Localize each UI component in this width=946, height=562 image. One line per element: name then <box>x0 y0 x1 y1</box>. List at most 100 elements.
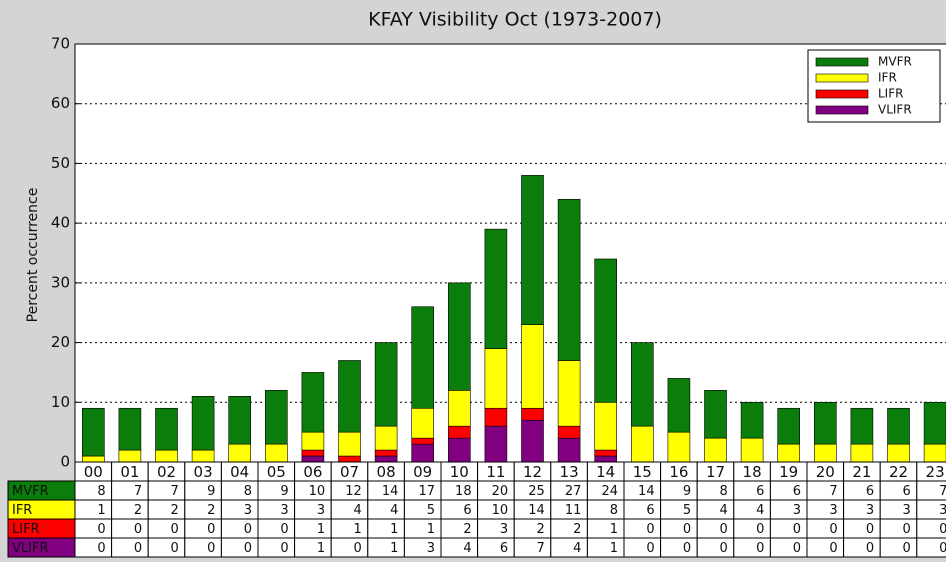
table-value: 3 <box>244 503 252 518</box>
bar-segment <box>411 407 435 439</box>
bar-segment <box>557 198 581 361</box>
y-tick-label: 20 <box>51 333 70 351</box>
table-value: 0 <box>720 541 728 556</box>
table-value: 17 <box>418 484 435 499</box>
table-cell <box>257 499 296 520</box>
bar-segment <box>484 348 508 409</box>
legend-label: VLIFR <box>878 103 912 117</box>
table-value: 18 <box>455 484 472 499</box>
legend-label: IFR <box>878 71 897 85</box>
table-value: 8 <box>720 484 728 499</box>
table-cell <box>403 518 442 539</box>
table-cell <box>623 518 662 539</box>
table-value: 12 <box>345 484 362 499</box>
y-tick-label: 60 <box>51 94 70 112</box>
bar-segment <box>411 437 435 445</box>
table-value: 0 <box>134 541 142 556</box>
table-cell <box>769 480 808 501</box>
table-value: 3 <box>903 503 911 518</box>
table-cell <box>367 518 405 539</box>
table-cell <box>330 499 369 520</box>
table-value: 0 <box>134 522 142 537</box>
plot-area <box>74 43 946 463</box>
bar-segment <box>521 407 544 421</box>
bar-segment <box>484 407 508 427</box>
table-value: 6 <box>500 541 508 556</box>
bar-segment <box>155 407 178 451</box>
table-value: 14 <box>638 484 655 499</box>
table-value: 0 <box>97 541 105 556</box>
table-value: 14 <box>528 503 545 518</box>
table-cell <box>660 537 698 558</box>
table-value: 11 <box>565 503 582 518</box>
table-cell <box>403 499 442 520</box>
table-value: 0 <box>793 541 801 556</box>
table-value: 0 <box>280 541 288 556</box>
bar-segment <box>118 449 142 463</box>
bar-segment <box>447 390 471 427</box>
y-tick-label: 30 <box>51 273 70 291</box>
table-cell <box>477 537 515 558</box>
table-value: 3 <box>793 503 801 518</box>
table-value: 0 <box>207 522 215 537</box>
table-value: 5 <box>427 503 435 518</box>
bar-segment <box>484 228 508 349</box>
table-cell <box>477 518 515 539</box>
table-value: 1 <box>317 522 325 537</box>
table-cell <box>879 518 918 539</box>
table-value: 0 <box>756 541 764 556</box>
bar-segment <box>630 425 654 463</box>
table-cell <box>843 499 881 520</box>
table-value: 0 <box>829 541 837 556</box>
bar-segment <box>447 437 471 463</box>
table-cell <box>294 537 332 558</box>
legend-swatch <box>815 105 869 115</box>
table-value: 3 <box>866 503 874 518</box>
table-value: 0 <box>171 522 179 537</box>
table-value: 1 <box>610 541 618 556</box>
bar-segment <box>594 455 618 463</box>
table-value: 6 <box>793 484 801 499</box>
table-cell <box>696 480 735 501</box>
x-tick-label: 20 <box>816 463 835 481</box>
table-cell <box>184 518 222 539</box>
table-cell <box>696 499 735 520</box>
y-tick-label: 50 <box>51 154 70 172</box>
table-cell <box>879 537 918 558</box>
bar-segment <box>704 390 727 439</box>
table-cell <box>147 480 186 501</box>
bar-segment <box>374 449 398 457</box>
bar-segment <box>813 401 837 445</box>
bar-segment <box>338 360 361 433</box>
table-value: 0 <box>207 541 215 556</box>
table-cell <box>147 518 186 539</box>
x-tick-label: 06 <box>303 463 322 481</box>
bar-segment <box>521 324 544 409</box>
bar-segment <box>374 455 398 463</box>
table-cell <box>111 537 149 558</box>
table-cell <box>220 480 259 501</box>
bar-segment <box>155 449 178 463</box>
bar-segment <box>667 431 691 463</box>
table-cell <box>586 499 625 520</box>
table-value: 7 <box>829 484 837 499</box>
table-value: 9 <box>683 484 691 499</box>
bar-segment <box>667 378 691 433</box>
row-label: MVFR <box>12 484 49 499</box>
bar-segment <box>301 431 325 451</box>
table-cell <box>586 537 625 558</box>
table-cell <box>330 518 369 539</box>
table-cell <box>440 518 479 539</box>
table-cell <box>550 518 588 539</box>
table-value: 9 <box>207 484 215 499</box>
table-cell <box>623 499 662 520</box>
table-value: 7 <box>134 484 142 499</box>
table-value: 1 <box>427 522 435 537</box>
table-cell <box>147 499 186 520</box>
table-value: 2 <box>463 522 471 537</box>
table-cell <box>806 537 845 558</box>
table-value: 5 <box>683 503 691 518</box>
x-tick-label: 23 <box>926 463 945 481</box>
table-cell <box>257 518 296 539</box>
table-cell <box>74 518 113 539</box>
